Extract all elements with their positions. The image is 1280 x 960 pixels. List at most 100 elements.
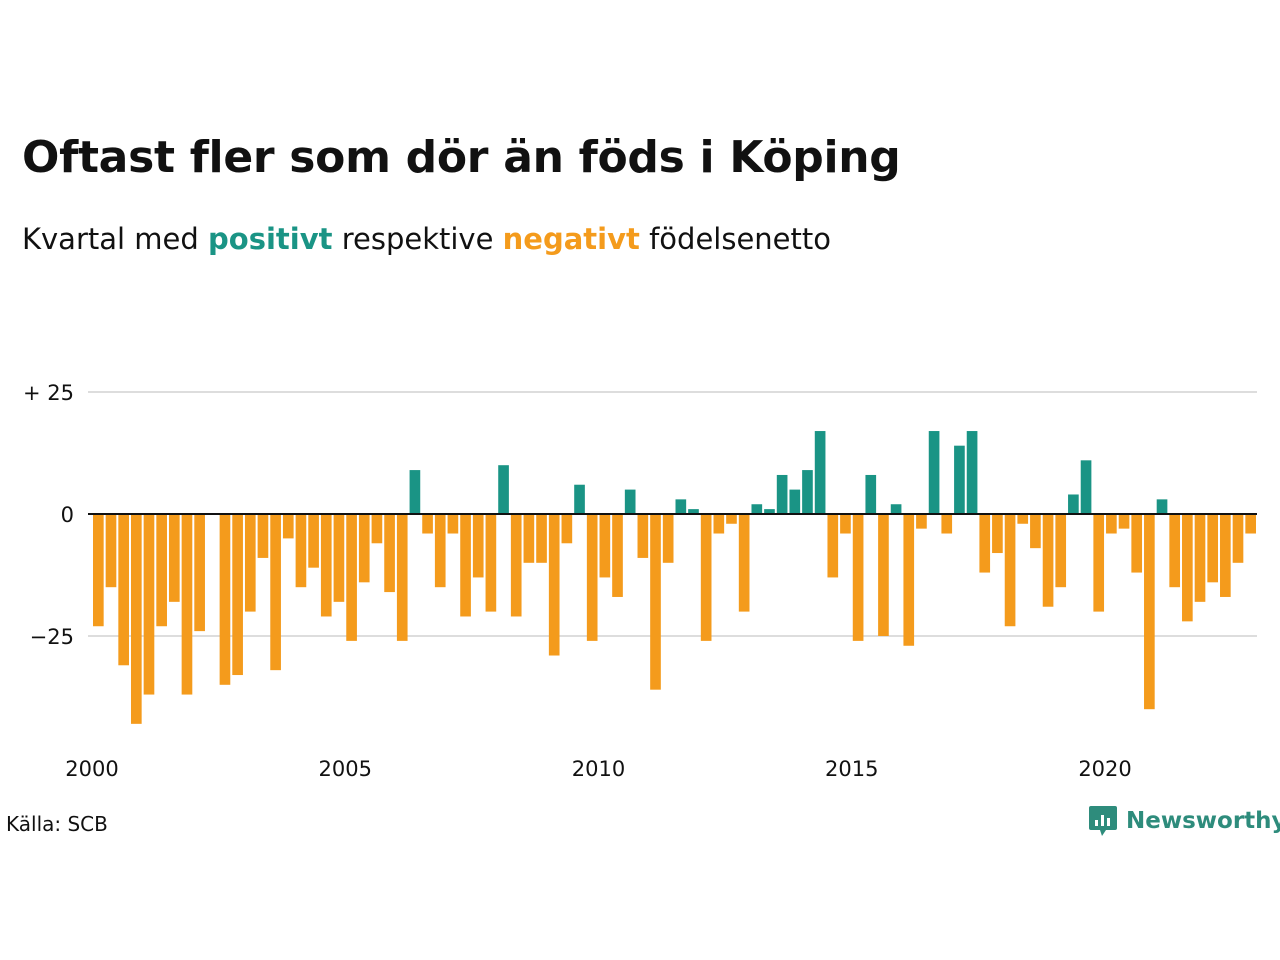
bar: [738, 514, 750, 612]
bar: [1017, 514, 1029, 524]
bar: [1156, 499, 1168, 514]
bar: [1144, 514, 1155, 710]
bar: [966, 431, 978, 514]
bar: [764, 509, 775, 514]
bar: [561, 514, 573, 544]
bar: [498, 465, 509, 514]
x-tick-label: 2010: [572, 757, 625, 781]
subtitle-post: födelsenetto: [639, 222, 831, 256]
brand-logo: Newsworthy: [1088, 804, 1280, 838]
bar: [903, 514, 915, 646]
bar: [156, 514, 167, 627]
bar: [776, 474, 788, 514]
bar: [118, 514, 129, 666]
bar: [244, 514, 256, 612]
bar: [536, 514, 547, 563]
bar: [384, 514, 395, 593]
bar: [510, 514, 522, 617]
brand-name: Newsworthy: [1126, 808, 1280, 834]
bar: [979, 514, 991, 573]
chart-title: Oftast fler som dör än föds i Köping: [22, 132, 901, 183]
bar: [282, 514, 294, 539]
bar: [396, 514, 408, 641]
bar: [219, 514, 231, 685]
source-note: Källa: SCB: [6, 812, 108, 836]
bar: [941, 514, 953, 534]
bar: [308, 514, 319, 568]
bar: [700, 514, 712, 641]
bar: [612, 514, 623, 597]
bar: [713, 514, 725, 534]
bar: [624, 489, 636, 514]
bar: [675, 499, 687, 514]
x-tick-label: 2020: [1078, 757, 1131, 781]
axes: + 25 0 −25 2000 2005 2010 2015 2020: [23, 381, 1257, 781]
bar: [346, 514, 357, 641]
y-tick-label: −25: [30, 625, 74, 649]
bar: [333, 514, 345, 602]
bar: [1055, 514, 1067, 588]
bar: [1080, 460, 1092, 514]
bar: [320, 514, 332, 617]
bar: [295, 514, 307, 588]
bar: [814, 431, 826, 514]
bar: [1220, 514, 1231, 597]
bar: [599, 514, 611, 578]
bar: [802, 470, 813, 514]
subtitle-pre: Kvartal med: [22, 222, 209, 256]
bar: [1093, 514, 1105, 612]
bar: [1004, 514, 1016, 627]
bar: [637, 514, 649, 558]
bar: [168, 514, 180, 602]
x-tick-label: 2015: [825, 757, 878, 781]
bar: [827, 514, 839, 578]
bar: [865, 474, 877, 514]
bar: [1194, 514, 1206, 602]
bar: [726, 514, 737, 524]
bar: [93, 514, 104, 627]
bar: [586, 514, 598, 641]
subtitle-negative: negativt: [502, 222, 640, 256]
bar: [1182, 514, 1193, 622]
bar: [548, 514, 560, 656]
subtitle-positive: positivt: [208, 222, 333, 256]
bar: [422, 514, 433, 534]
bar: [194, 514, 205, 632]
bars: [93, 431, 1256, 724]
bar: [916, 514, 927, 529]
bar: [460, 514, 471, 617]
bar: [434, 514, 446, 588]
bar: [232, 514, 243, 676]
bar: [409, 470, 421, 514]
bar: [751, 504, 763, 514]
bar: [574, 484, 585, 514]
bar: [789, 489, 801, 514]
subtitle-mid: respektive: [332, 222, 503, 256]
bar: [1118, 514, 1130, 529]
newsworthy-logo-icon: [1089, 806, 1117, 836]
y-tick-label: + 25: [23, 381, 74, 405]
bar: [1068, 494, 1079, 514]
x-tick-label: 2005: [319, 757, 372, 781]
bar: [1042, 514, 1054, 607]
bar: [523, 514, 535, 563]
bar: [1245, 514, 1256, 534]
grid-lines: [88, 391, 1257, 637]
bar: [650, 514, 661, 690]
bar: [1030, 514, 1041, 549]
bar: [840, 514, 851, 534]
bar: [1131, 514, 1143, 573]
bar: [371, 514, 383, 544]
bar: [992, 514, 1003, 554]
bar: [472, 514, 484, 578]
bar: [105, 514, 117, 588]
bar: [890, 504, 902, 514]
bar: [143, 514, 155, 695]
bar: [1232, 514, 1244, 563]
bar: [852, 514, 864, 641]
bar: [181, 514, 193, 695]
y-tick-label: 0: [61, 503, 74, 527]
bar: [485, 514, 497, 612]
bar: [1169, 514, 1181, 588]
